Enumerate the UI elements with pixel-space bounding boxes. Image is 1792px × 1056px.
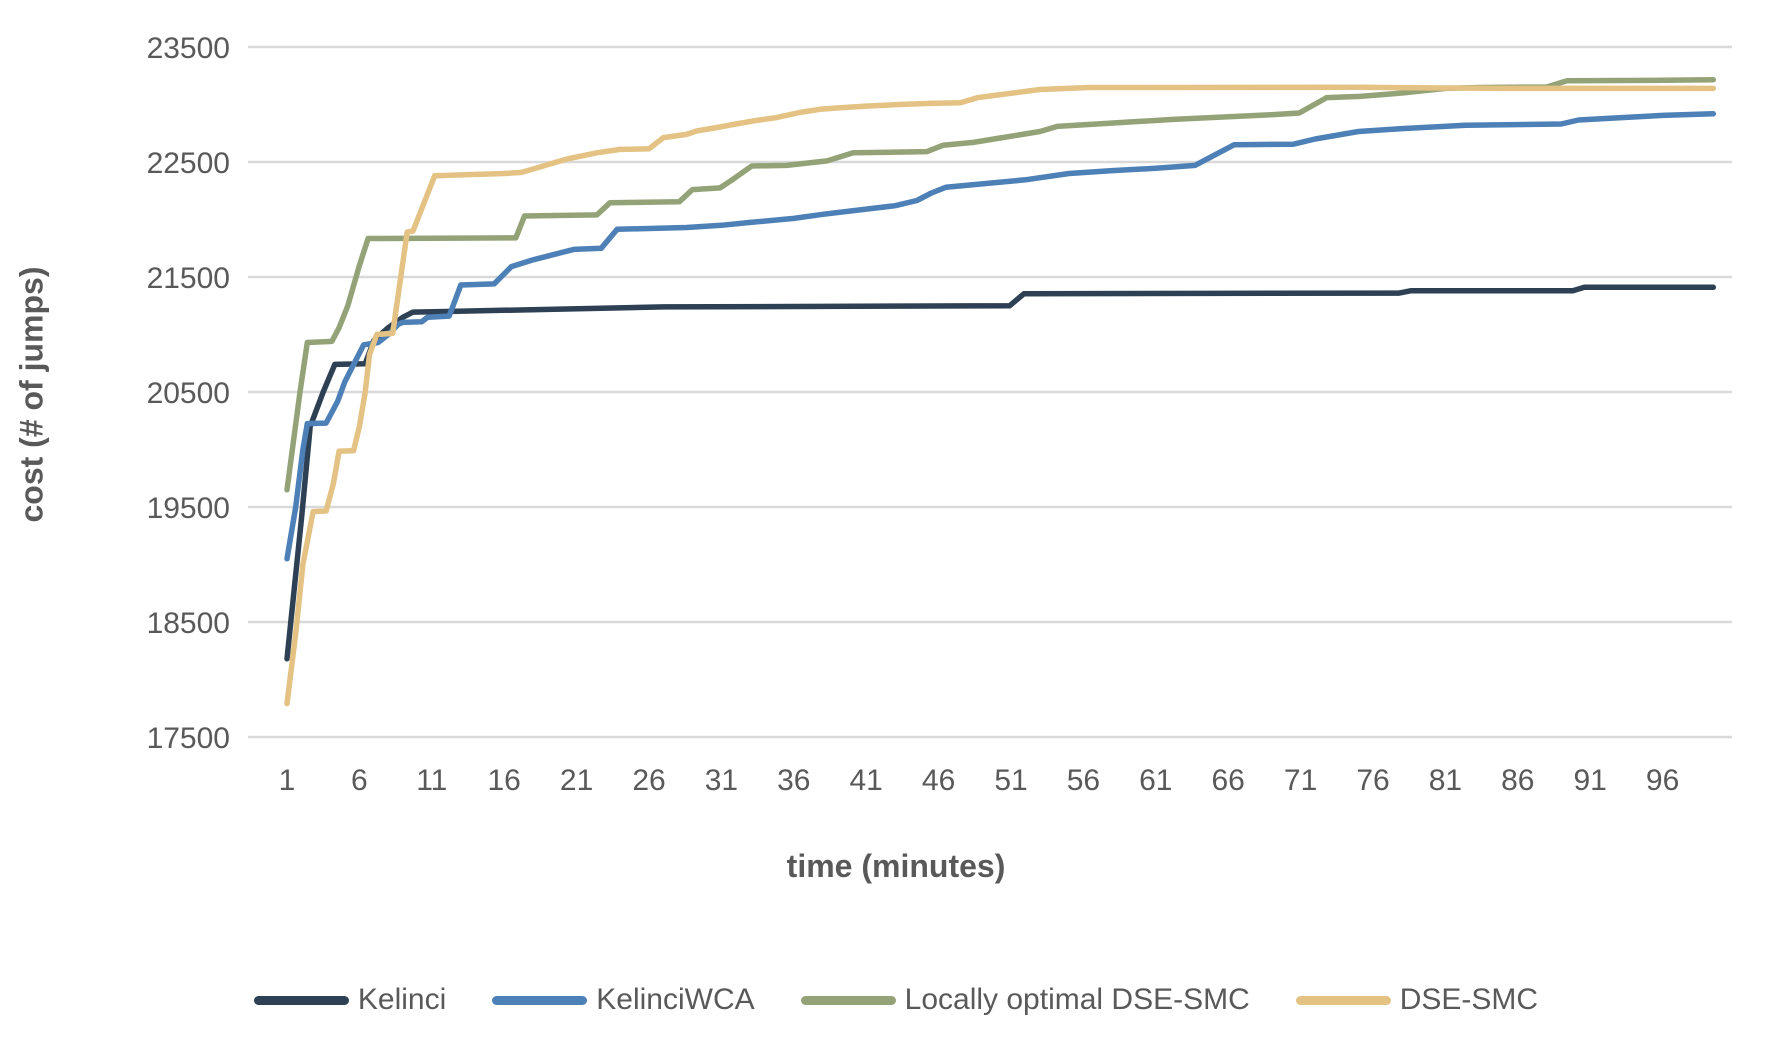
- x-tick-label: 96: [1646, 764, 1679, 797]
- x-tick-label: 81: [1429, 764, 1462, 797]
- y-axis-title: cost (# of jumps): [13, 266, 50, 523]
- x-tick-label: 76: [1356, 764, 1389, 797]
- x-tick-label: 86: [1501, 764, 1534, 797]
- x-axis-title: time (minutes): [786, 848, 1006, 884]
- x-tick-label: 71: [1284, 764, 1317, 797]
- legend-label: DSE-SMC: [1399, 983, 1539, 1016]
- y-tick-label: 23500: [147, 32, 230, 65]
- x-tick-label: 66: [1212, 764, 1245, 797]
- x-tick-label: 26: [632, 764, 665, 797]
- x-tick-label: 41: [850, 764, 883, 797]
- y-tick-label: 22500: [147, 147, 230, 180]
- legend-label: KelinciWCA: [596, 983, 755, 1016]
- series-line-kelinciwca: [284, 110, 1717, 562]
- x-tick-label: 21: [560, 764, 593, 797]
- y-tick-label: 18500: [147, 607, 230, 640]
- y-tick-label: 19500: [147, 492, 230, 525]
- x-tick-label: 1: [279, 764, 296, 797]
- dse-smc-line-swatch: [1295, 995, 1391, 1005]
- x-tick-label: 56: [1067, 764, 1100, 797]
- locally-optimal-dse-smc-line-swatch: [800, 995, 896, 1005]
- x-tick-label: 11: [416, 764, 447, 797]
- legend-item-kelinci: Kelinci: [253, 983, 447, 1017]
- x-tick-label: 51: [994, 764, 1027, 797]
- x-tick-label: 61: [1139, 764, 1172, 797]
- y-tick-label: 20500: [147, 377, 230, 410]
- kelinciwca-line-swatch: [492, 995, 588, 1005]
- x-tick-label: 36: [777, 764, 810, 797]
- legend-item-kelinciwca: KelinciWCA: [492, 983, 755, 1017]
- x-tick-label: 46: [922, 764, 955, 797]
- legend-item-locally-optimal-dse-smc: Locally optimal DSE-SMC: [800, 983, 1250, 1017]
- x-tick-label: 91: [1574, 764, 1607, 797]
- y-tick-label: 17500: [147, 722, 230, 755]
- legend: Kelinci KelinciWCA Locally optimal DSE-S…: [0, 972, 1792, 1028]
- series-line-kelinci: [284, 284, 1717, 662]
- x-tick-label: 6: [351, 764, 368, 797]
- y-tick-label: 21500: [147, 262, 230, 295]
- series-line-locally-optimal-dse-smc: [284, 76, 1717, 493]
- legend-item-dse-smc: DSE-SMC: [1295, 983, 1539, 1017]
- series-line-dse-smc: [284, 84, 1717, 707]
- x-tick-label: 16: [488, 764, 521, 797]
- x-tick-label: 31: [705, 764, 738, 797]
- legend-label: Kelinci: [357, 983, 447, 1016]
- legend-label: Locally optimal DSE-SMC: [904, 983, 1250, 1016]
- kelinci-line-swatch: [253, 995, 349, 1005]
